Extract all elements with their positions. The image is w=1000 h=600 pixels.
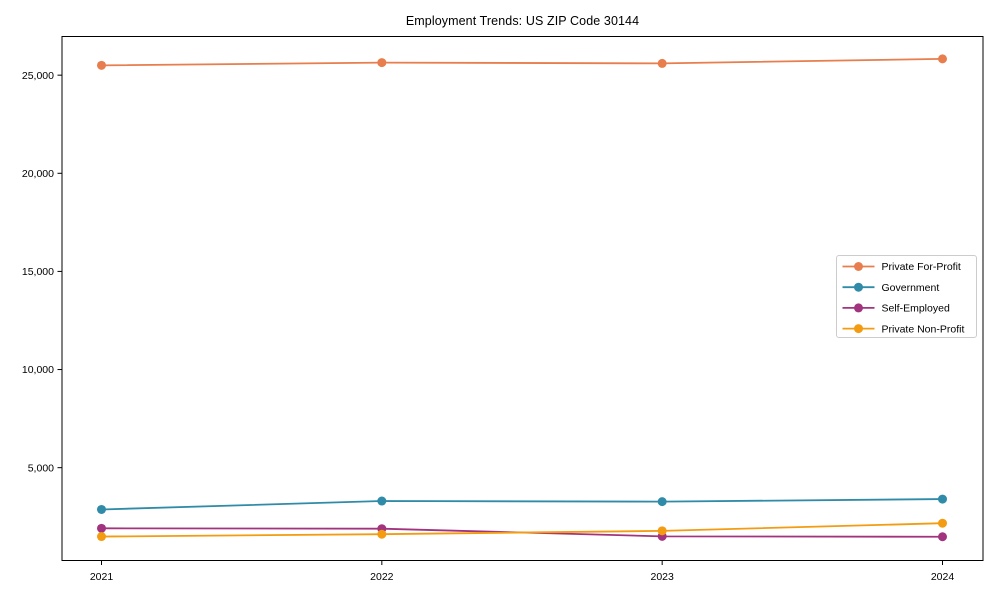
legend-box bbox=[836, 255, 977, 338]
y-axis-tick-label: 20,000 bbox=[22, 168, 54, 180]
series-line-private-non-profit bbox=[101, 522, 943, 538]
legend-label-self-employed: Self-Employed bbox=[882, 303, 950, 315]
data-point-private-for-profit-2024 bbox=[938, 54, 947, 64]
legend-label-private-non-profit: Private Non-Profit bbox=[882, 323, 965, 335]
legend-label-government: Government bbox=[882, 282, 940, 294]
data-point-private-non-profit-2022 bbox=[377, 529, 387, 539]
data-point-private-non-profit-2021 bbox=[97, 532, 106, 542]
series-line-private-for-profit bbox=[101, 57, 943, 67]
y-axis-tick-label: 10,000 bbox=[22, 364, 54, 376]
data-point-government-2023 bbox=[657, 497, 667, 507]
x-axis-tick-label: 2022 bbox=[370, 571, 394, 583]
data-point-self-employed-2024 bbox=[938, 532, 947, 542]
x-axis-tick-label: 2023 bbox=[650, 571, 674, 583]
plot-area bbox=[61, 36, 984, 561]
legend-marker-government bbox=[854, 282, 863, 292]
data-point-private-non-profit-2023 bbox=[657, 526, 667, 536]
data-point-government-2022 bbox=[377, 496, 387, 506]
legend-marker-self-employed bbox=[854, 303, 863, 313]
data-point-government-2024 bbox=[938, 494, 947, 504]
data-point-private-non-profit-2024 bbox=[938, 518, 947, 528]
x-axis-tick-label: 2024 bbox=[931, 571, 955, 583]
chart-title: Employment Trends: US ZIP Code 30144 bbox=[405, 14, 640, 28]
y-axis-tick-label: 5,000 bbox=[28, 462, 54, 474]
data-point-private-for-profit-2022 bbox=[377, 58, 387, 68]
y-axis-tick-label: 25,000 bbox=[22, 70, 54, 82]
y-axis-tick-label: 15,000 bbox=[22, 266, 54, 278]
legend-marker-private-for-profit bbox=[854, 262, 863, 271]
legend-marker-private-non-profit bbox=[854, 324, 863, 334]
data-point-private-for-profit-2021 bbox=[97, 60, 106, 70]
legend-label-private-for-profit: Private For-Profit bbox=[882, 261, 961, 273]
data-point-private-for-profit-2023 bbox=[657, 58, 667, 68]
series-line-government bbox=[101, 498, 943, 511]
x-axis-tick-label: 2021 bbox=[90, 571, 114, 583]
data-point-government-2021 bbox=[97, 504, 106, 514]
data-point-self-employed-2021 bbox=[97, 523, 106, 533]
